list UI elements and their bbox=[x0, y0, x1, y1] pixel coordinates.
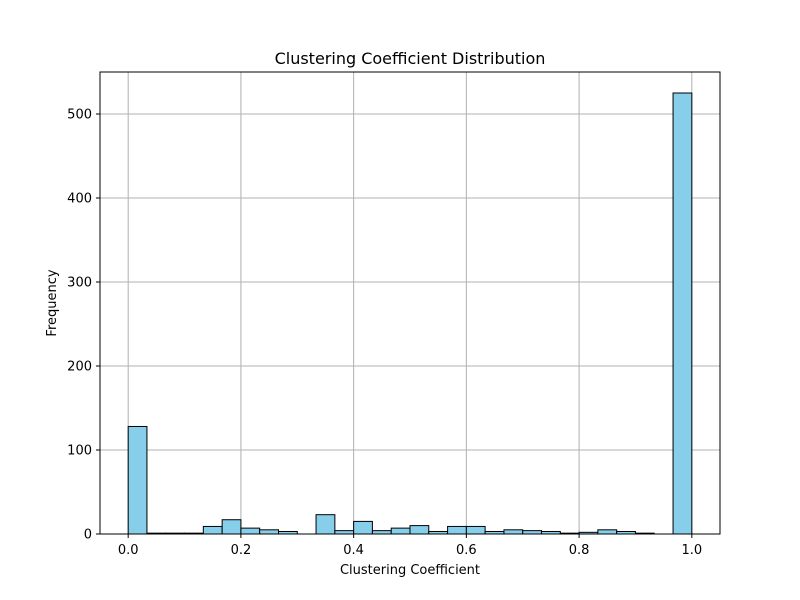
histogram-bar bbox=[447, 525, 467, 535]
y-tick-label: 300 bbox=[67, 276, 92, 291]
y-axis-label: Frequency bbox=[45, 269, 60, 336]
histogram-bar bbox=[522, 530, 542, 535]
x-tick-label: 0.6 bbox=[456, 543, 477, 558]
bars-layer bbox=[127, 92, 693, 535]
histogram-bar bbox=[259, 529, 280, 535]
histogram-bar bbox=[334, 530, 355, 535]
chart-title: Clustering Coefficient Distribution bbox=[275, 49, 546, 68]
grid-layer bbox=[100, 72, 720, 535]
histogram-bar bbox=[465, 525, 486, 535]
y-tick-label: 400 bbox=[67, 192, 92, 207]
y-tick-label: 200 bbox=[67, 360, 92, 375]
ticks-layer: 0.0 0.2 0.4 0.6 0.8 1.0 0 100 200 300 400 500 bbox=[67, 108, 702, 559]
x-axis-label: Clustering Coefficient bbox=[340, 563, 480, 578]
x-tick-label: 1.0 bbox=[681, 543, 702, 558]
histogram-bar bbox=[597, 529, 618, 535]
y-tick-label: 500 bbox=[67, 108, 92, 123]
x-tick-label: 0.8 bbox=[569, 543, 590, 558]
histogram-bar bbox=[409, 525, 430, 535]
histogram-bar bbox=[221, 519, 242, 535]
y-tick-label: 100 bbox=[67, 444, 92, 459]
histogram-bar bbox=[390, 527, 411, 535]
x-tick-label: 0.0 bbox=[118, 543, 139, 558]
histogram-bar bbox=[202, 525, 223, 535]
histogram-bar bbox=[240, 527, 261, 535]
histogram-bar bbox=[353, 520, 373, 535]
histogram-bar bbox=[127, 425, 148, 535]
histogram-bar bbox=[672, 92, 693, 535]
histogram-bar bbox=[371, 530, 392, 535]
histogram-bar bbox=[503, 529, 524, 535]
x-tick-label: 0.2 bbox=[231, 543, 252, 558]
histogram-bar bbox=[315, 514, 336, 535]
y-tick-label: 0 bbox=[84, 528, 92, 543]
plot-frame bbox=[99, 71, 721, 535]
x-tick-label: 0.4 bbox=[343, 543, 364, 558]
